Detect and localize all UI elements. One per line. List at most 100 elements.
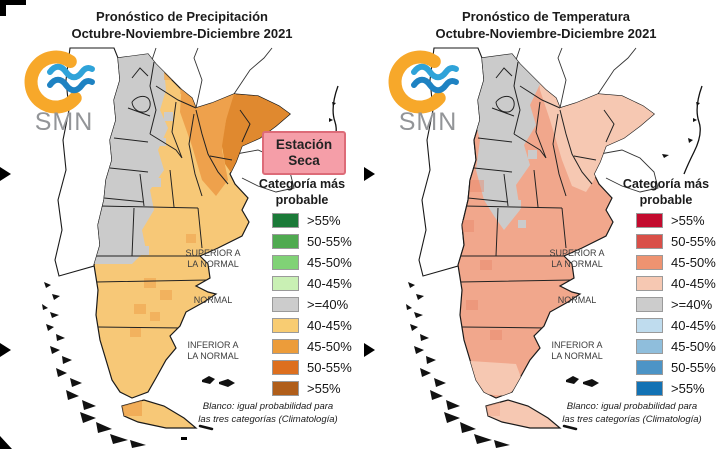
neighbor-borders xyxy=(515,47,637,109)
legend-title: Categoría más probable xyxy=(258,177,346,207)
legend-swatch xyxy=(636,296,663,312)
badge-line1: Estación xyxy=(275,137,333,152)
legend-swatch xyxy=(636,233,663,249)
legend-swatch xyxy=(272,317,299,333)
legend-row: 50-55% xyxy=(636,359,716,375)
argentina-precipitation-map xyxy=(0,0,339,449)
legend-row: 45-50% xyxy=(272,338,352,354)
title-line2: Octubre-Noviembre-Diciembre 2021 xyxy=(435,26,657,41)
temperature-legend: >55% 50-55% 45-50% 40-45% >=40% 40-45% 4… xyxy=(636,212,716,401)
side-label-below-normal: INFERIOR A LA NORMAL xyxy=(187,340,239,361)
legend-label: >=40% xyxy=(671,296,713,312)
legend-row: 45-50% xyxy=(636,254,716,270)
legend-label: 40-45% xyxy=(307,275,352,291)
legend-row: 40-45% xyxy=(636,275,716,291)
legend-row: >55% xyxy=(636,212,716,228)
uruguay-outline xyxy=(235,149,295,193)
deep-pixel-cells xyxy=(460,180,502,340)
legend-label: 50-55% xyxy=(671,359,716,375)
legend-label: >55% xyxy=(307,380,341,396)
zone-gray-climatology xyxy=(460,54,542,230)
badge-line2: Seca xyxy=(288,153,320,168)
uruguay-outline xyxy=(599,149,659,193)
legend-row: 45-50% xyxy=(636,338,716,354)
panel-title: Pronóstico de Temperatura Octubre-Noviem… xyxy=(386,8,706,42)
legend-label: 45-50% xyxy=(671,254,716,270)
legend-swatch xyxy=(272,296,299,312)
smn-logo-text: SMN xyxy=(398,108,458,136)
side-label-above-normal: SUPERIOR A LA NORMAL xyxy=(549,248,605,269)
zone-mid-orange xyxy=(180,80,236,196)
panel-title: Pronóstico de Precipitación Octubre-Novi… xyxy=(22,8,342,42)
smn-logo: SMN xyxy=(14,46,110,142)
smn-logo-icon xyxy=(24,50,95,114)
legend-row: 40-45% xyxy=(636,317,716,333)
legend-swatch xyxy=(272,212,299,228)
neighbor-borders xyxy=(151,47,273,109)
precipitation-legend: >55% 50-55% 45-50% 40-45% >=40% 40-45% 4… xyxy=(272,212,352,401)
side-label-normal: NORMAL xyxy=(557,295,597,305)
province-borders xyxy=(94,61,251,329)
side-label-normal: NORMAL xyxy=(193,295,233,305)
legend-label: 50-55% xyxy=(307,359,352,375)
title-line1: Pronóstico de Precipitación xyxy=(96,9,268,24)
legend-label: 45-50% xyxy=(671,338,716,354)
legend-swatch xyxy=(272,233,299,249)
side-label-below-normal: INFERIOR A LA NORMAL xyxy=(551,340,603,361)
zone-strong-orange xyxy=(222,94,290,174)
legend-swatch xyxy=(636,212,663,228)
legend-swatch xyxy=(636,254,663,270)
legend-swatch xyxy=(636,275,663,291)
brazil-coastline xyxy=(683,85,703,175)
legend-row: 50-55% xyxy=(272,359,352,375)
legend-row: >=40% xyxy=(636,296,716,312)
legend-swatch xyxy=(272,275,299,291)
gray-pixel-cells xyxy=(140,112,173,255)
malvinas-islands xyxy=(566,376,599,387)
zone-light-south xyxy=(458,358,522,396)
legend-row: >55% xyxy=(272,212,352,228)
legend-label: 40-45% xyxy=(671,275,716,291)
legend-label: 50-55% xyxy=(671,233,716,249)
isla-de-los-estados xyxy=(562,424,578,431)
legend-label: 40-45% xyxy=(671,317,716,333)
legend-row: 40-45% xyxy=(272,317,352,333)
legend-label: >55% xyxy=(671,380,705,396)
legend-row: >55% xyxy=(272,380,352,396)
climatology-footnote: Blanco: igual probabilidad para las tres… xyxy=(198,401,338,425)
title-line2: Octubre-Noviembre-Diciembre 2021 xyxy=(71,26,293,41)
legend-swatch xyxy=(272,254,299,270)
legend-label: >55% xyxy=(671,212,705,228)
province-borders xyxy=(458,61,615,329)
malvinas-islands xyxy=(202,376,235,387)
brazil-lagoons xyxy=(662,102,700,158)
legend-swatch xyxy=(272,359,299,375)
legend-row: 50-55% xyxy=(272,233,352,249)
legend-label: >55% xyxy=(307,212,341,228)
argentina-temperature-map xyxy=(364,47,703,448)
legend-row: >=40% xyxy=(272,296,352,312)
climatology-footnote: Blanco: igual probabilidad para las tres… xyxy=(562,401,702,425)
title-line1: Pronóstico de Temperatura xyxy=(461,9,631,24)
temperature-panel: Pronóstico de Temperatura Octubre-Noviem… xyxy=(364,0,728,449)
precipitation-panel: Pronóstico de Precipitación Octubre-Novi… xyxy=(0,0,352,449)
legend-label: 40-45% xyxy=(307,317,352,333)
gray-pixel-cells xyxy=(512,150,537,228)
dry-season-badge: Estación Seca xyxy=(262,131,346,175)
map-frame-ticks xyxy=(364,167,375,357)
map-frame-ticks xyxy=(0,0,187,449)
legend-swatch xyxy=(636,380,663,396)
isla-de-los-estados xyxy=(198,424,214,431)
legend-swatch xyxy=(636,338,663,354)
legend-row: 50-55% xyxy=(636,233,716,249)
smn-logo: SMN xyxy=(378,46,474,142)
smn-logo-text: SMN xyxy=(34,108,94,136)
legend-row: 45-50% xyxy=(272,254,352,270)
side-label-above-normal: SUPERIOR A LA NORMAL xyxy=(185,248,241,269)
legend-label: 45-50% xyxy=(307,254,352,270)
legend-label: 45-50% xyxy=(307,338,352,354)
legend-swatch xyxy=(636,317,663,333)
legend-label: >=40% xyxy=(307,296,349,312)
smn-logo-icon xyxy=(388,50,459,114)
